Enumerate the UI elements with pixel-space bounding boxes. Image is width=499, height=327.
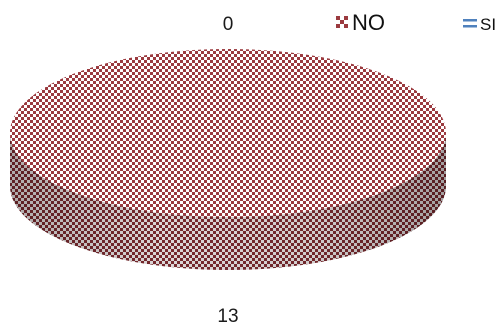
data-label-si: 0 (223, 14, 234, 35)
data-label-no: 13 (217, 306, 238, 327)
legend: NO SI (336, 10, 496, 35)
pie-slice-no-top (10, 49, 446, 217)
pie-slice-no-side-shade (10, 133, 446, 270)
legend-label-si: SI (480, 15, 496, 34)
legend-swatch-si (463, 19, 477, 28)
legend-item-no: NO (336, 10, 385, 35)
legend-item-si: SI (463, 15, 496, 34)
pie-slice-no (10, 49, 446, 270)
legend-label-no: NO (352, 10, 385, 35)
legend-swatch-no (336, 16, 348, 28)
